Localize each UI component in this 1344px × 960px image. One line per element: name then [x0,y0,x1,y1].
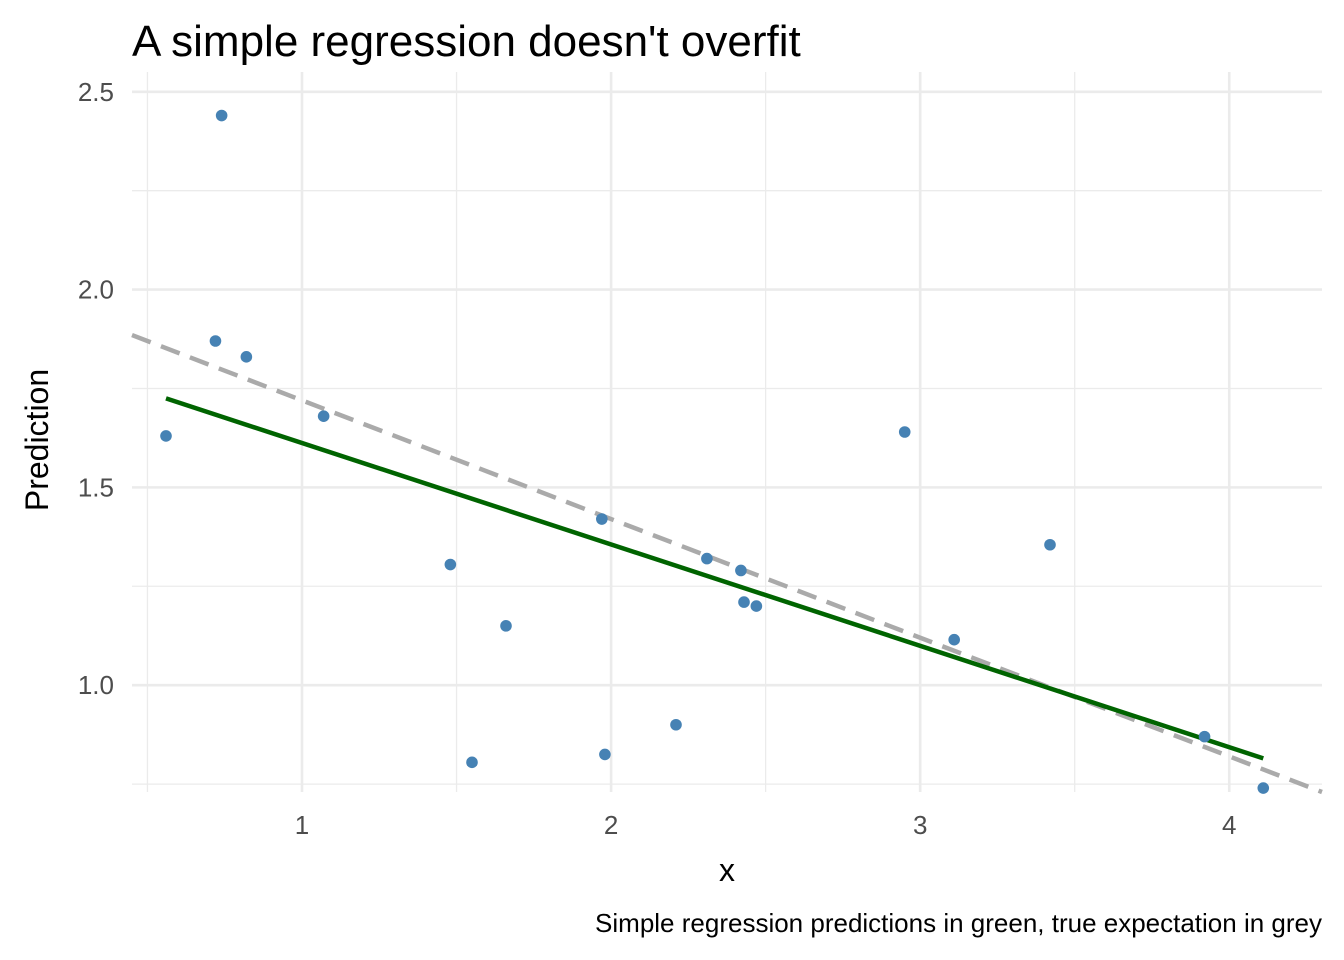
data-point [948,633,960,646]
data-point [738,596,750,608]
regression-line-group [165,396,1264,761]
data-point [735,564,747,577]
data-point [444,558,457,571]
data-points [160,109,1270,794]
data-point [750,600,763,612]
x-axis-title: x [719,852,735,888]
true-expectation-line [131,332,1323,795]
data-point [317,410,330,422]
x-tick-label: 2 [604,810,618,840]
minor-gridlines [132,72,1322,792]
y-tick-labels: 1.0 1.5 2.0 2.5 [78,77,114,700]
major-gridlines [132,72,1322,792]
x-tick-label: 4 [1222,810,1236,840]
data-point [240,351,253,363]
regression-line [165,396,1264,761]
y-tick-label: 2.5 [78,77,114,107]
data-point [1198,730,1211,743]
x-tick-label: 3 [913,810,927,840]
data-point [1257,782,1270,794]
chart-caption: Simple regression predictions in green, … [595,908,1322,938]
y-tick-label: 2.0 [78,275,114,305]
data-point [898,426,911,438]
expectation-line-group [131,332,1323,795]
data-point [596,513,608,525]
data-point [500,620,512,632]
data-point [599,748,611,761]
data-point [670,718,682,731]
x-tick-labels: 1 2 3 4 [295,810,1237,840]
y-axis-title: Prediction [19,369,55,511]
data-point [160,430,172,442]
data-point [215,109,228,122]
x-tick-label: 1 [295,810,309,840]
y-tick-label: 1.5 [78,472,114,502]
data-point [1044,538,1056,551]
data-point [466,756,478,769]
chart-title: A simple regression doesn't overfit [132,17,801,66]
y-tick-label: 1.0 [78,670,114,700]
data-point [701,552,713,565]
data-point [209,335,222,347]
